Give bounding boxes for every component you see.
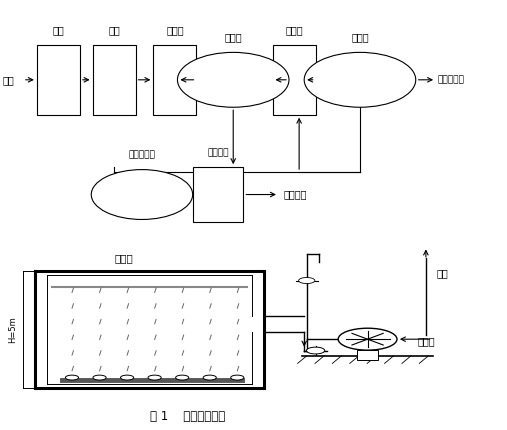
Circle shape [304, 52, 416, 107]
Text: 空气: 空气 [436, 268, 448, 278]
Text: 污池处理: 污池处理 [207, 148, 229, 157]
Circle shape [203, 375, 216, 380]
Text: 曝气池: 曝气池 [285, 25, 303, 35]
Circle shape [121, 375, 134, 380]
Text: 泵房: 泵房 [108, 25, 120, 35]
Bar [357, 350, 378, 359]
Circle shape [65, 375, 79, 380]
Text: 格居: 格居 [52, 25, 64, 35]
Text: 干池处理: 干池处理 [284, 190, 307, 200]
Circle shape [299, 277, 315, 283]
Bar [154, 45, 197, 115]
Text: 污水: 污水 [3, 75, 14, 85]
Circle shape [338, 328, 397, 350]
Circle shape [93, 375, 106, 380]
Bar [93, 45, 136, 115]
Text: 图 1    鼓风曝气示意: 图 1 鼓风曝气示意 [150, 410, 225, 423]
Text: H=5m: H=5m [8, 316, 17, 343]
Bar [37, 45, 80, 115]
Circle shape [307, 347, 325, 354]
Circle shape [231, 375, 244, 380]
Bar [273, 45, 315, 115]
Text: 鼓风机: 鼓风机 [417, 336, 435, 346]
Text: 沉砍池: 沉砍池 [166, 25, 184, 35]
Text: 二沉池: 二沉池 [351, 32, 369, 43]
Text: 初沉池: 初沉池 [225, 32, 242, 43]
Circle shape [175, 375, 189, 380]
Text: 曝气池: 曝气池 [115, 254, 133, 264]
Circle shape [148, 375, 161, 380]
Circle shape [91, 169, 193, 219]
Bar [193, 167, 243, 222]
Text: 处理水排放: 处理水排放 [437, 75, 464, 84]
Text: 污泥浓缩池: 污泥浓缩池 [128, 150, 156, 160]
Circle shape [177, 52, 289, 107]
